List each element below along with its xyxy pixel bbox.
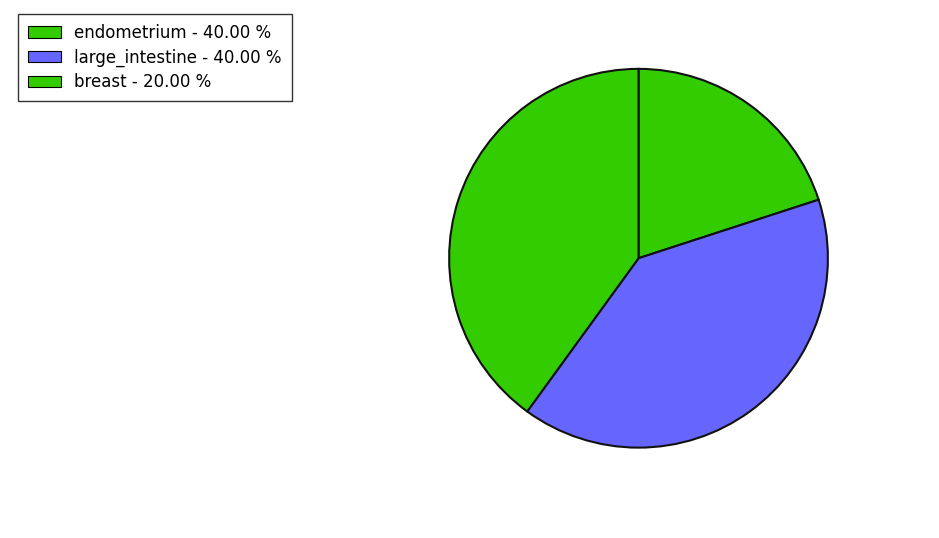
- Wedge shape: [449, 69, 639, 412]
- Wedge shape: [639, 69, 819, 258]
- Wedge shape: [527, 200, 828, 448]
- Legend: endometrium - 40.00 %, large_intestine - 40.00 %, breast - 20.00 %: endometrium - 40.00 %, large_intestine -…: [18, 13, 292, 101]
